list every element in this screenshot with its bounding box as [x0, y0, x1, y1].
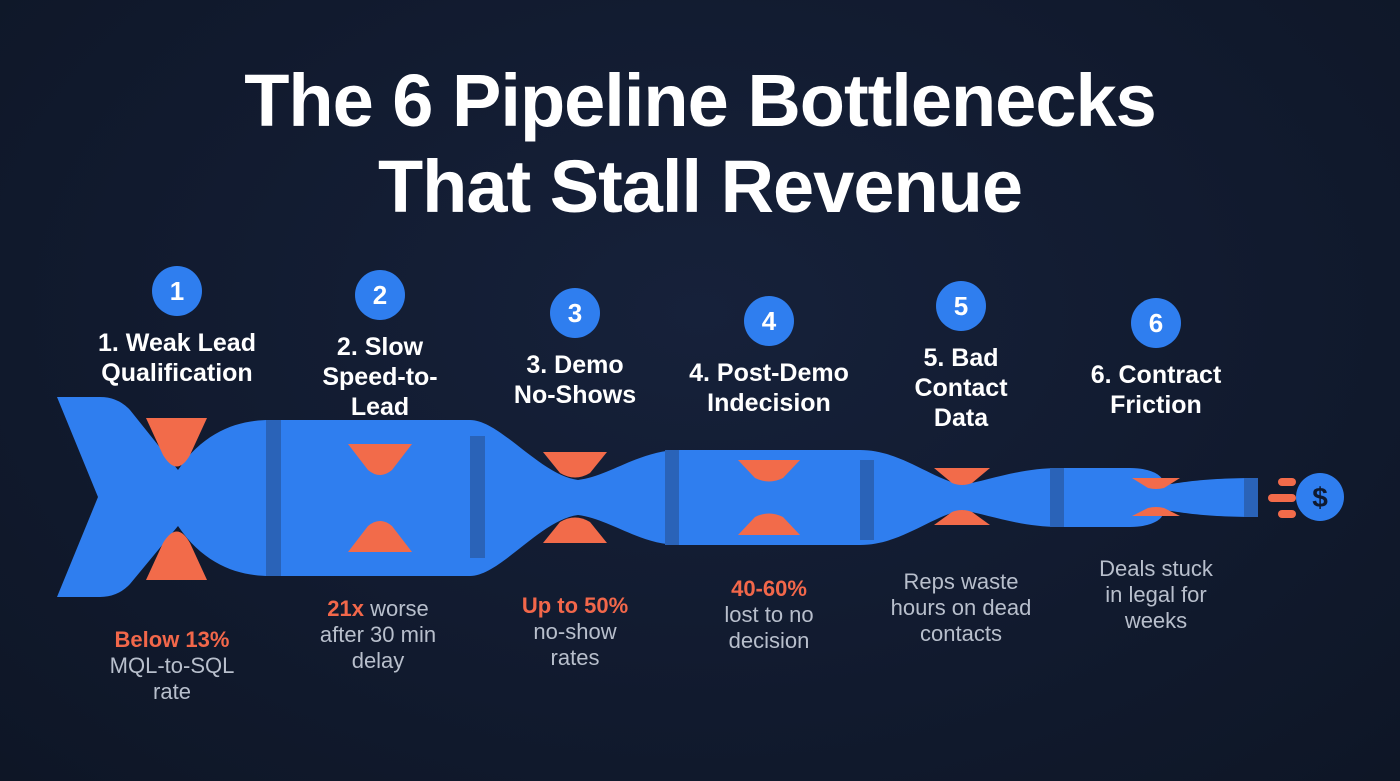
speed-lines-icon [1268, 478, 1296, 518]
stage-1-label: 1. Weak Lead Qualification [98, 329, 256, 387]
stage-3-label: 3. Demo No-Shows [513, 351, 637, 409]
stage-1-stat-text: MQL-to-SQL rate [109, 653, 235, 704]
constrictions [146, 418, 1180, 580]
stage-2-number-badge: 2 [355, 270, 405, 320]
stage-3-header: 3 3. Demo No-Shows [455, 288, 695, 410]
stage-6-label: 6. Contract Friction [1090, 361, 1222, 419]
constriction-3-top [543, 452, 607, 478]
stage-1-stat: Below 13% MQL-to-SQL rate [62, 627, 282, 705]
page-title: The 6 Pipeline Bottlenecks That Stall Re… [0, 58, 1400, 230]
constriction-1-bottom [146, 531, 207, 580]
stage-2-stat-inline: worse [363, 596, 429, 621]
title-line-2: That Stall Revenue [377, 145, 1023, 228]
constriction-3-bottom [543, 517, 607, 543]
stage-4-label: 4. Post-Demo Indecision [689, 359, 849, 417]
stage-4-stat-text: lost to no decision [724, 602, 814, 653]
pipe-joints [266, 420, 1258, 576]
stage-2-stat: 21x worse after 30 min delay [268, 596, 488, 674]
stage-3-stat: Up to 50% no-show rates [465, 593, 685, 671]
stage-5-number-badge: 5 [936, 281, 986, 331]
constriction-6-bottom [1132, 507, 1180, 516]
stage-6-stat: Deals stuck in legal for weeks [1046, 556, 1266, 634]
constriction-2-top [348, 444, 412, 475]
stage-6-stat-text: Deals stuck in legal for weeks [1099, 556, 1213, 633]
stage-4-header: 4 4. Post-Demo Indecision [649, 296, 889, 418]
stage-6-header: 6 6. Contract Friction [1036, 298, 1276, 420]
stage-2-header: 2 2. Slow Speed-to- Lead [260, 270, 500, 422]
stage-6-number-badge: 6 [1131, 298, 1181, 348]
stage-4-stat-highlight: 40-60% [731, 576, 807, 601]
stage-1-number-badge: 1 [152, 266, 202, 316]
stage-2-label: 2. Slow Speed-to- Lead [322, 333, 438, 421]
stage-3-stat-text: no-show rates [533, 619, 617, 670]
stage-1-stat-highlight: Below 13% [114, 627, 230, 652]
constriction-4-bottom [738, 513, 800, 535]
stage-4-stat: 40-60% lost to no decision [659, 576, 879, 654]
constriction-5-bottom [934, 510, 990, 525]
stage-4-number-badge: 4 [744, 296, 794, 346]
stage-2-stat-highlight: 21x [327, 596, 364, 621]
stage-5-stat-text: Reps waste hours on dead contacts [890, 569, 1032, 646]
constriction-6-top [1132, 478, 1180, 489]
stage-5-label: 5. Bad Contact Data [914, 344, 1008, 432]
dollar-coin-icon: $ [1296, 473, 1344, 521]
stage-1-header: 1 1. Weak Lead Qualification [57, 266, 297, 388]
constriction-4-top [738, 460, 800, 482]
stage-2-stat-text: after 30 min delay [319, 622, 437, 673]
constriction-2-bottom [348, 521, 412, 552]
constriction-5-top [934, 468, 990, 485]
title-line-1: The 6 Pipeline Bottlenecks [244, 59, 1157, 142]
stage-3-number-badge: 3 [550, 288, 600, 338]
stage-5-stat: Reps waste hours on dead contacts [851, 569, 1071, 647]
stage-5-header: 5 5. Bad Contact Data [841, 281, 1081, 433]
stage-3-stat-highlight: Up to 50% [521, 593, 629, 618]
dollar-glyph: $ [1312, 482, 1328, 513]
constriction-1-top [146, 418, 207, 467]
